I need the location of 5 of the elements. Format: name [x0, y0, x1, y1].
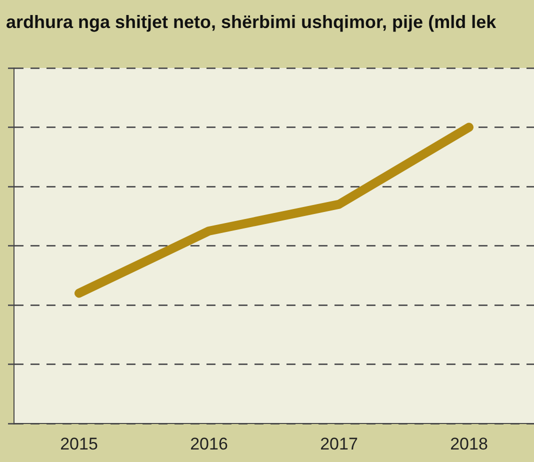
x-tick-label: 2016: [190, 434, 228, 454]
chart-title: ardhura nga shitjet neto, shërbimi ushqimor, pije (mld lek: [6, 12, 496, 33]
x-tick-label: 2017: [320, 434, 358, 454]
x-tick-label: 2018: [450, 434, 488, 454]
x-tick-label: 2015: [60, 434, 98, 454]
